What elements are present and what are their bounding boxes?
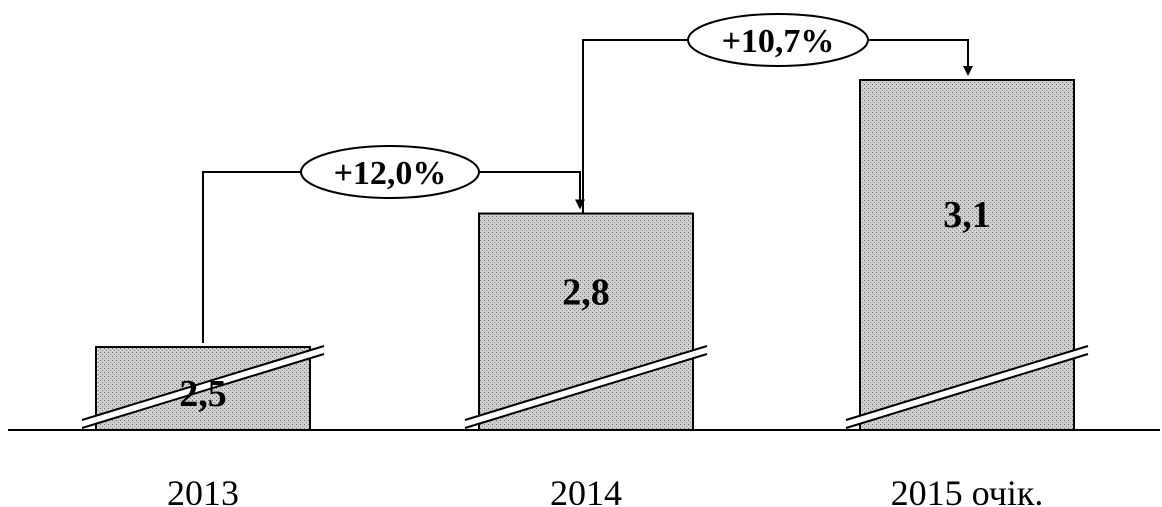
bar-2015 очік. [859, 79, 1075, 431]
growth-connector [582, 39, 688, 214]
growth-connector [479, 171, 581, 202]
growth-label: +12,0% [334, 155, 447, 192]
axis-break-line [845, 353, 1089, 429]
axis-break-gap [463, 345, 709, 429]
data-label: 2,5 [179, 373, 227, 415]
growth-badge [687, 13, 869, 67]
growth-label: +10,7% [722, 23, 835, 60]
x-tick-label: 2015 очік. [891, 473, 1044, 507]
axis-break-line [464, 353, 708, 429]
growth-connector [202, 171, 301, 343]
data-label: 2,8 [562, 271, 610, 313]
bar-2014 [478, 212, 694, 431]
axis-break-line [845, 345, 1089, 421]
axis-break-line [81, 345, 325, 421]
x-tick-label: 2013 [167, 473, 239, 507]
data-label: 3,1 [943, 194, 991, 236]
growth-badge [300, 145, 480, 199]
axis-break-line [81, 353, 325, 429]
axis-break-gap [80, 345, 326, 429]
x-tick-label: 2014 [550, 473, 622, 507]
axis-break-line [464, 345, 708, 421]
axis-break-gap [844, 345, 1090, 429]
growth-connector [868, 39, 969, 68]
growth-arrowhead [963, 66, 973, 76]
